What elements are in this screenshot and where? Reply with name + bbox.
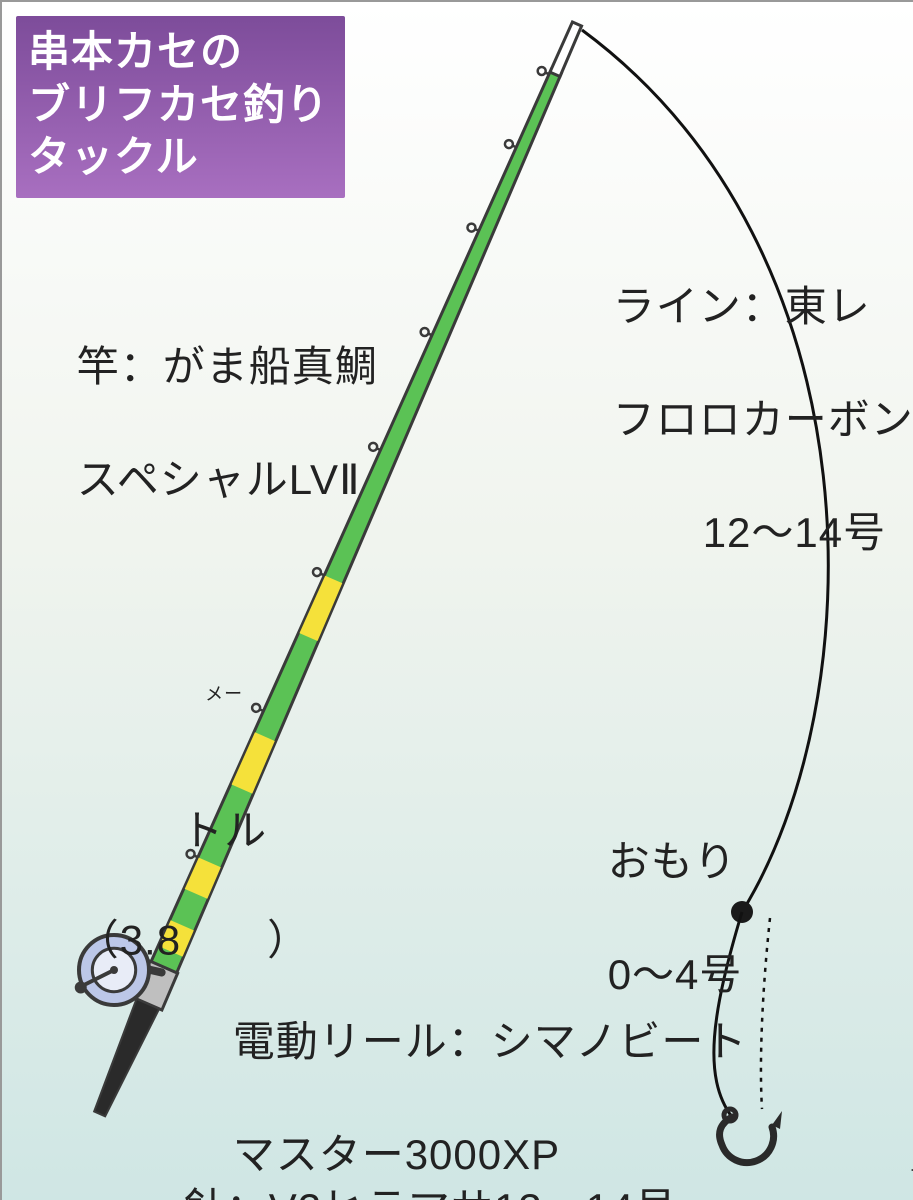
rod-length-unit-top: メー — [181, 685, 267, 703]
rod-label-line2: スペシャルLVⅡ — [77, 456, 361, 503]
rod-label-line1: 竿：がま船真鯛 — [77, 343, 378, 390]
leader-label: 50 セン チ — [792, 987, 913, 1200]
reel-label-1: 電動リール：シマノビート — [233, 1018, 748, 1065]
hook-label-text: 針：V2ヒラマサ13～14号 — [183, 1185, 678, 1200]
line-label: ライン：東レ フロロカーボン 12～14号 — [562, 222, 913, 619]
title-line-2: ブリフカセ釣り — [28, 81, 329, 128]
tackle-diagram: 串本カセの ブリフカセ釣り タックル 竿：がま船真鯛 スペシャルLVⅡ （3.8… — [0, 0, 913, 1200]
leader-unit-top: セン — [891, 1163, 913, 1181]
hook-label: 針：V2ヒラマサ13～14号 — [132, 1124, 678, 1200]
rod-label: 竿：がま船真鯛 スペシャルLVⅡ （3.8 メー トル ） — [26, 282, 378, 1026]
rod-length-value: 3.8 — [120, 917, 181, 964]
rod-length-unit-bot: トル — [181, 810, 267, 852]
title-line-3: タックル — [28, 133, 199, 180]
title-box: 串本カセの ブリフカセ釣り タックル — [16, 16, 345, 198]
weight-label-1: おもり — [608, 838, 737, 885]
title-line-1: 串本カセの — [28, 28, 243, 75]
line-label-3: 12～14号 — [613, 509, 886, 556]
line-label-2: フロロカーボン — [613, 396, 913, 443]
line-label-1: ライン：東レ — [613, 283, 871, 330]
